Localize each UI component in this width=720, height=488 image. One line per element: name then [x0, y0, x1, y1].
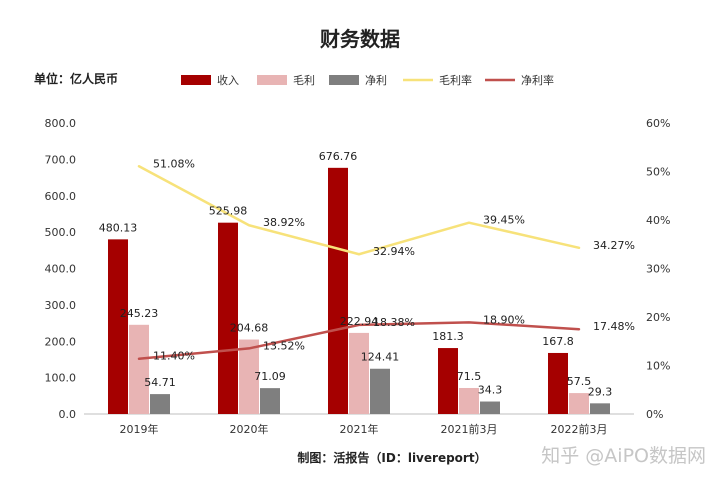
bar-value-label: 480.13	[99, 221, 138, 234]
bar-value-label: 71.09	[254, 370, 286, 383]
bar	[260, 388, 280, 414]
axes: 0.0 100.0 200.0 300.0 400.0 500.0 600.0 700.0 80…	[45, 117, 671, 436]
legend: 收入 毛利 净利 毛利率 净利率	[181, 73, 554, 87]
bar-value-label: 222.94	[340, 315, 379, 328]
source-label: 制图：活报告（ID：livereport）	[297, 450, 486, 465]
y-right-tick-label: 10%	[646, 360, 670, 373]
y-right-tick-label: 0%	[646, 408, 663, 421]
data-labels: 480.13 525.98 676.76 181.3 167.8 245.23 204.68…	[99, 150, 635, 399]
bar-value-label: 29.3	[588, 385, 613, 398]
x-tick-label: 2020年	[230, 422, 269, 436]
line-value-label: 13.52%	[263, 339, 305, 352]
legend-label: 毛利率	[439, 73, 472, 87]
bar	[218, 222, 238, 414]
x-tick-label: 2021前3月	[441, 422, 498, 436]
bar	[459, 387, 479, 414]
bar-value-label: 124.41	[361, 351, 400, 364]
y-right-tick-label: 40%	[646, 214, 670, 227]
bar	[328, 167, 348, 414]
legend-label: 净利率	[521, 73, 554, 87]
x-tick-label: 2019年	[120, 422, 159, 436]
y-left-tick-label: 300.0	[45, 299, 77, 312]
watermark: 知乎 @AiPO数据网	[541, 445, 706, 467]
unit-label: 单位：亿人民币	[34, 71, 118, 86]
line-series	[137, 165, 581, 256]
y-left-tick-label: 100.0	[45, 372, 77, 385]
bar-value-label: 71.5	[457, 370, 482, 383]
legend-label: 收入	[217, 73, 239, 87]
bar-value-label: 676.76	[319, 150, 358, 163]
y-left-tick-label: 800.0	[45, 117, 77, 130]
bar-value-label: 204.68	[230, 322, 269, 335]
bar	[150, 394, 170, 414]
x-tick-label: 2022前3月	[551, 422, 608, 436]
bar	[480, 401, 500, 414]
lines	[137, 165, 581, 360]
bar	[438, 348, 458, 414]
line-value-label: 39.45%	[483, 214, 525, 227]
bar-value-label: 34.3	[478, 384, 503, 397]
y-left-tick-label: 700.0	[45, 153, 77, 166]
line-value-label: 11.40%	[153, 350, 195, 363]
line-value-label: 51.08%	[153, 157, 195, 170]
bar-value-label: 245.23	[120, 307, 159, 320]
legend-swatch	[329, 75, 359, 85]
bars	[108, 167, 610, 414]
bar-value-label: 525.98	[209, 205, 248, 218]
bar	[569, 393, 589, 414]
y-left-tick-label: 600.0	[45, 190, 77, 203]
bar-value-label: 167.8	[542, 335, 574, 348]
line-value-label: 17.48%	[593, 320, 635, 333]
bar	[349, 332, 369, 414]
y-right-tick-label: 50%	[646, 166, 670, 179]
y-left-tick-label: 400.0	[45, 263, 77, 276]
y-left-tick-label: 200.0	[45, 335, 77, 348]
legend-swatch	[181, 75, 211, 85]
legend-label: 净利	[365, 73, 387, 87]
line-value-label: 18.90%	[483, 313, 525, 326]
bar-value-label: 54.71	[144, 376, 176, 389]
y-left-tick-label: 0.0	[59, 408, 77, 421]
bar	[590, 403, 610, 414]
bar	[548, 352, 568, 414]
bar	[239, 339, 259, 414]
chart-title: 财务数据	[320, 27, 400, 51]
bar	[370, 368, 390, 414]
y-left-tick-label: 500.0	[45, 226, 77, 239]
line-value-label: 32.94%	[373, 245, 415, 258]
bar	[129, 324, 149, 414]
bar-value-label: 181.3	[432, 330, 464, 343]
legend-swatch	[257, 75, 287, 85]
y-right-tick-label: 30%	[646, 263, 670, 276]
bar	[108, 239, 128, 414]
x-tick-label: 2021年	[340, 422, 379, 436]
bar-value-label: 57.5	[567, 375, 592, 388]
y-right-tick-label: 20%	[646, 311, 670, 324]
line-value-label: 34.27%	[593, 239, 635, 252]
line-value-label: 18.38%	[373, 316, 415, 329]
legend-label: 毛利	[293, 74, 315, 87]
line-value-label: 38.92%	[263, 216, 305, 229]
line-series	[137, 321, 581, 360]
y-right-tick-label: 60%	[646, 117, 670, 130]
